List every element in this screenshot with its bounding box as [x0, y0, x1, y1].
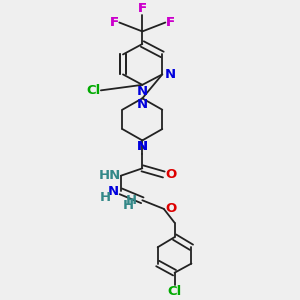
Text: F: F [165, 16, 175, 29]
Text: F: F [165, 16, 175, 29]
Text: O: O [166, 168, 177, 181]
Text: O: O [165, 202, 177, 215]
Text: N: N [137, 98, 148, 111]
Text: N: N [137, 85, 148, 98]
Text: HN: HN [99, 169, 121, 182]
Text: H: H [123, 199, 134, 212]
Text: Cl: Cl [167, 285, 182, 298]
Text: N: N [137, 140, 148, 153]
Text: Cl: Cl [87, 84, 101, 97]
Text: H: H [100, 191, 111, 204]
Text: F: F [138, 2, 147, 16]
Text: N: N [137, 140, 148, 153]
Text: F: F [110, 16, 119, 29]
Text: F: F [110, 16, 119, 29]
Text: N: N [108, 185, 119, 198]
Text: N: N [165, 68, 176, 81]
Text: H: H [126, 194, 137, 207]
Text: F: F [138, 2, 147, 16]
